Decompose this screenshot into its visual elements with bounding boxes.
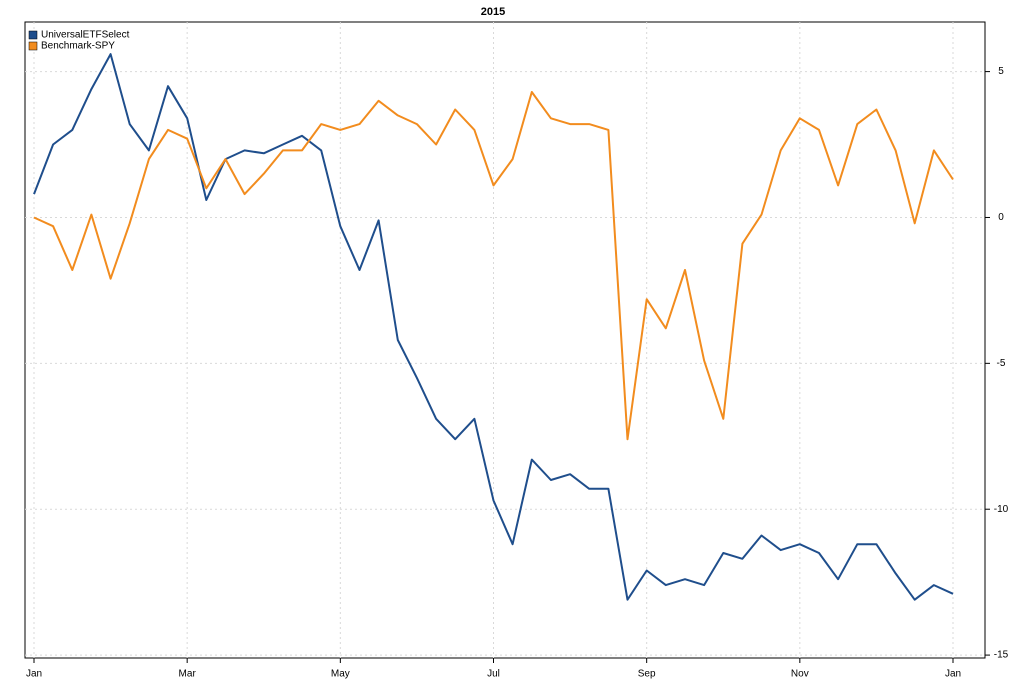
legend-label: Benchmark-SPY [41, 41, 115, 52]
legend-swatch [28, 41, 38, 51]
legend-label: UniversalETFSelect [41, 30, 130, 41]
series-line [33, 53, 954, 601]
x-tick-label: Jan [945, 669, 961, 680]
y-tick-label: -10 [994, 504, 1009, 515]
x-tick-label: Nov [791, 669, 809, 680]
legend-swatch [28, 30, 38, 40]
x-tick-label: Mar [179, 669, 197, 680]
x-tick-label: Sep [638, 669, 656, 680]
chart-title: 2015 [481, 6, 505, 18]
y-tick-label: 0 [998, 212, 1004, 223]
y-tick-label: -15 [994, 650, 1009, 661]
x-tick-label: Jul [487, 669, 500, 680]
y-tick-label: -5 [997, 358, 1006, 369]
y-tick-label: 5 [998, 66, 1004, 77]
plot-frame [24, 21, 986, 659]
series-line [33, 91, 954, 441]
x-tick-label: Jan [26, 669, 42, 680]
x-tick-label: May [331, 669, 350, 680]
